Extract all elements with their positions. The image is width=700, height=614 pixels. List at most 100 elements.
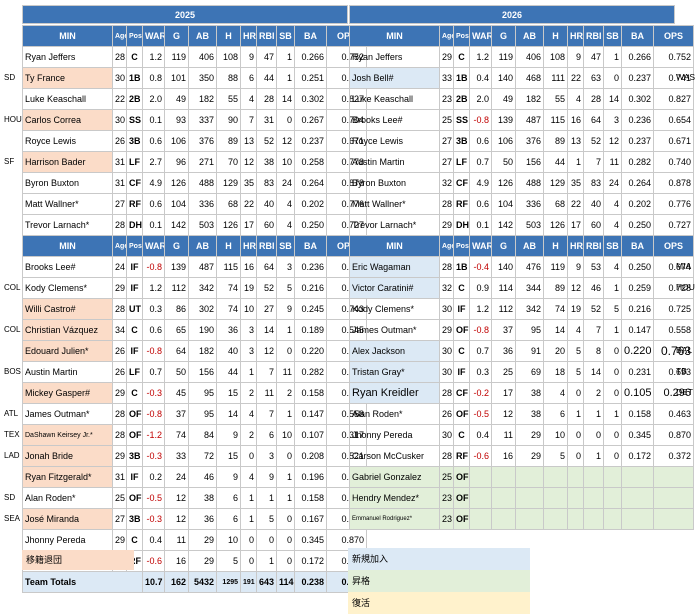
- stat-hr: 4: [567, 319, 584, 341]
- stat-rbi: 52: [256, 277, 277, 299]
- stat-hr: 3: [240, 319, 257, 341]
- stat-p: IF: [453, 361, 470, 383]
- stat-ba: 0.236: [621, 109, 654, 131]
- stat-g: 24: [164, 466, 189, 488]
- player-name: Matt Wallner*: [22, 193, 113, 215]
- stat-ops: 0.740: [653, 151, 694, 173]
- player-name: DaShawn Keirsey Jr.*: [22, 424, 113, 446]
- stat-ab: [515, 466, 544, 488]
- stat-h: 20: [543, 340, 568, 362]
- stat-rbi: 63: [583, 67, 604, 89]
- stat-sb: 3: [276, 256, 295, 278]
- stat-sb: 4: [276, 193, 295, 215]
- stat-g: 49: [491, 88, 516, 110]
- stat-p: OF: [126, 487, 143, 509]
- stat-w: 2.7: [142, 151, 165, 173]
- col-header-ab: AB: [188, 235, 217, 257]
- stat-g: 119: [491, 46, 516, 68]
- stat-p: CF: [126, 172, 143, 194]
- col-header-ba: BA: [621, 235, 654, 257]
- stat-h: 55: [216, 88, 241, 110]
- player-name: Ryan Fitzgerald*: [22, 466, 113, 488]
- stat-ba: 0.258: [294, 151, 327, 173]
- stat-g: 112: [164, 277, 189, 299]
- team-totals-row: Team Totals 10.7 162 5432 1295 191 643 114 0.238…: [22, 571, 367, 593]
- stat-rbi: 0: [256, 529, 277, 551]
- stat-hr: 9: [567, 256, 584, 278]
- stat-a: 28: [112, 424, 127, 446]
- stat-sb: 0: [276, 340, 295, 362]
- stat-ab: 29: [515, 445, 544, 467]
- stat-ops: [653, 466, 694, 488]
- stat-hr: 10: [240, 298, 257, 320]
- stat-p: LF: [126, 151, 143, 173]
- stat-hr: 0: [240, 529, 257, 551]
- stat-ba: 0.202: [294, 193, 327, 215]
- player-name: Trevor Larnach*: [22, 214, 113, 236]
- stat-rbi: 14: [256, 319, 277, 341]
- stat-p: C: [453, 46, 470, 68]
- stat-ba: 0.250: [621, 214, 654, 236]
- stat-hr: 17: [567, 214, 584, 236]
- stat-p: SS: [453, 109, 470, 131]
- stat-sb: 0: [276, 508, 295, 530]
- player-row: Trevor Larnach* 28 DH 0.1 142 503 126 17 60 4 0.25…: [22, 214, 367, 236]
- stat-a: 25: [439, 109, 454, 131]
- stat-hr: 7: [240, 109, 257, 131]
- stat-a: 29: [439, 214, 454, 236]
- stat-ba: 0.264: [621, 172, 654, 194]
- stat-p: C: [126, 319, 143, 341]
- stat-h: 74: [543, 298, 568, 320]
- stat-p: RF: [126, 193, 143, 215]
- roster-table-top-left: MINAgePosWARGABHHRRBISBBAOPSRyan Jeffers…: [22, 25, 367, 236]
- stat-ba: 0.237: [294, 130, 327, 152]
- stat-w: 0.7: [142, 361, 165, 383]
- player-name: Alan Roden*: [349, 403, 440, 425]
- stat-h: 88: [216, 67, 241, 89]
- stat-h: 10: [216, 529, 241, 551]
- stat-ab: 336: [515, 193, 544, 215]
- stat-sb: [603, 508, 622, 530]
- stat-p: OF: [453, 466, 470, 488]
- stat-ops: 0.296: [653, 382, 694, 404]
- stat-sb: 14: [276, 88, 295, 110]
- stat-sb: 11: [603, 151, 622, 173]
- stat-h: 129: [543, 172, 568, 194]
- stat-p: OF: [453, 487, 470, 509]
- stat-a: 29: [112, 445, 127, 467]
- stat-w: 0.9: [469, 277, 492, 299]
- stat-rbi: 47: [256, 46, 277, 68]
- stat-ops: 0.776: [653, 193, 694, 215]
- stat-ops: 0.727: [653, 214, 694, 236]
- stat-w: -0.3: [142, 382, 165, 404]
- col-header-sb: SB: [276, 235, 295, 257]
- legend-new: 新規加入: [348, 548, 530, 570]
- col-header-pos: Pos: [126, 235, 143, 257]
- stat-g: 45: [164, 382, 189, 404]
- col-header-pos: Pos: [453, 25, 470, 47]
- stat-ab: 488: [515, 172, 544, 194]
- stat-sb: 14: [603, 88, 622, 110]
- stat-ab: 156: [515, 151, 544, 173]
- stat-p: OF: [126, 424, 143, 446]
- player-row: Kody Clemens* 30 IF 1.2 112 342 74 19 52 5 0.216 0.…: [349, 298, 694, 320]
- stat-sb: 0: [276, 550, 295, 572]
- stat-h: 115: [216, 256, 241, 278]
- stat-p: IF: [126, 277, 143, 299]
- stat-w: 0.3: [469, 361, 492, 383]
- stat-h: 6: [216, 508, 241, 530]
- stat-ba: 0.208: [294, 445, 327, 467]
- stat-h: 89: [543, 130, 568, 152]
- stat-ba: [621, 487, 654, 509]
- prev-team-label: ATL: [4, 409, 19, 418]
- stat-p: IF: [126, 256, 143, 278]
- stat-sb: 1: [603, 403, 622, 425]
- stat-ops: 0.870: [653, 424, 694, 446]
- total-rbi: 643: [256, 571, 277, 593]
- stat-ops: 0.671: [653, 130, 694, 152]
- player-row: Gabriel Gonzalez 25 OF: [349, 466, 694, 488]
- col-header-rbi: RBI: [583, 25, 604, 47]
- stat-g: 139: [164, 256, 189, 278]
- stat-sb: 4: [603, 256, 622, 278]
- player-name: Victor Caratini#: [349, 277, 440, 299]
